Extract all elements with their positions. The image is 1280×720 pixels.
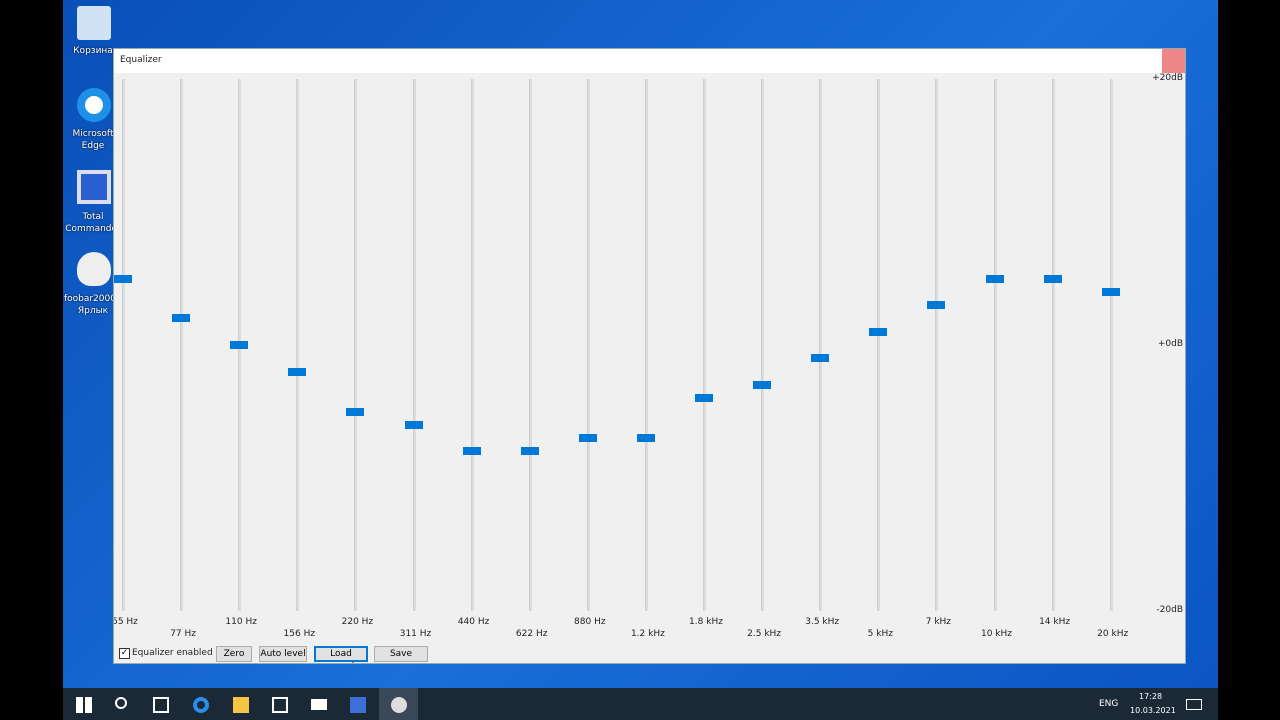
slider-track[interactable] (586, 79, 590, 611)
slider-track[interactable] (1051, 79, 1055, 611)
icon-label[interactable]: Microsoft Edge (72, 129, 114, 151)
slider-track[interactable] (761, 79, 765, 611)
slider-thumb[interactable] (927, 301, 946, 310)
scale-label: +0dB (1157, 339, 1183, 349)
button[interactable]: Zero all (216, 646, 252, 662)
slider-thumb[interactable] (1043, 274, 1062, 283)
slider-track[interactable] (180, 79, 184, 611)
title-bar: Equalizer (114, 49, 1185, 73)
band-label: 220 Hz (341, 617, 374, 627)
slider-thumb[interactable] (172, 314, 191, 323)
slider-thumb[interactable] (811, 354, 830, 363)
slider-track[interactable] (412, 79, 416, 611)
slider-thumb[interactable] (346, 407, 365, 416)
slider-track[interactable] (935, 79, 939, 611)
close-button[interactable] (1162, 49, 1185, 73)
window-title: Equalizer (120, 55, 162, 65)
band-label: 311 Hz (399, 629, 432, 639)
equalizer: +20dB +0dB -20dB 55 Hz 77 Hz 110 Hz 156 Hz 220 … (114, 49, 1185, 663)
band-label: 1.2 kHz (630, 629, 665, 639)
language[interactable]: ENG (1099, 699, 1119, 709)
slider-track[interactable] (819, 79, 823, 611)
foobar-icon[interactable] (77, 252, 111, 286)
band-label: 14 kHz (1039, 617, 1071, 627)
slider-track[interactable] (528, 79, 532, 611)
icon-label[interactable]: foobar2000 - Ярлык (63, 294, 123, 316)
button[interactable]: Auto level (259, 646, 307, 662)
start-button[interactable] (76, 697, 92, 713)
band-label: 20 kHz (1097, 629, 1129, 639)
band-label: 880 Hz (574, 617, 606, 627)
taskbar: ENG 17:28 10.03.2021 (63, 688, 1218, 720)
edge-taskbar[interactable] (193, 697, 209, 713)
button[interactable]: Load preset (314, 646, 368, 663)
foobar-taskbar[interactable] (379, 688, 418, 720)
slider-thumb[interactable] (288, 367, 307, 376)
slider-track[interactable] (703, 79, 706, 611)
task-view-button[interactable] (153, 697, 169, 713)
clock-date[interactable]: 10.03.2021 (1130, 706, 1176, 715)
band-label: 110 Hz (225, 617, 257, 627)
slider-track[interactable] (296, 79, 300, 611)
band-label: 7 kHz (925, 617, 952, 627)
band-label: 77 Hz (170, 629, 196, 639)
band-label: 440 Hz (457, 617, 490, 627)
slider-thumb[interactable] (520, 447, 539, 456)
explorer-taskbar[interactable] (233, 697, 249, 713)
band-label: 2.5 kHz (747, 629, 782, 639)
edge-icon[interactable] (77, 88, 111, 122)
slider-track[interactable] (122, 79, 125, 611)
band-label: 156 Hz (283, 629, 316, 639)
slider-thumb[interactable] (1101, 287, 1120, 296)
notifications[interactable] (1186, 699, 1202, 710)
store-taskbar[interactable] (272, 697, 288, 713)
slider-thumb[interactable] (230, 341, 249, 349)
slider-thumb[interactable] (114, 274, 132, 283)
slider-track[interactable] (354, 79, 358, 611)
slider-thumb[interactable] (695, 394, 713, 403)
mail-taskbar[interactable] (311, 699, 327, 710)
icon-label[interactable]: Корзина (73, 46, 113, 56)
slider-thumb[interactable] (753, 380, 772, 389)
recycle-bin-icon[interactable] (77, 6, 111, 40)
slider-track[interactable] (644, 79, 648, 611)
scale-label: -20dB (1156, 605, 1183, 615)
clock-time[interactable]: 17:28 (1139, 692, 1163, 701)
equalizer-window: Equalizer +20dB +0dB -20dB 55 Hz 77 Hz 110 Hz… (113, 48, 1186, 664)
slider-thumb[interactable] (869, 327, 888, 336)
slider-thumb[interactable] (404, 420, 423, 429)
slider-track[interactable] (877, 79, 881, 611)
slider-track[interactable] (1109, 79, 1113, 611)
total-commander-icon[interactable] (77, 170, 111, 204)
slider-thumb[interactable] (985, 274, 1004, 283)
search-button[interactable] (115, 697, 127, 709)
slider-track[interactable] (993, 79, 997, 611)
slider-thumb[interactable] (462, 447, 481, 456)
checkbox-label[interactable]: Equalizer enabled (132, 648, 213, 658)
scale-label: +20dB (1152, 73, 1183, 83)
band-label: 3.5 kHz (805, 617, 840, 627)
band-label: 622 Hz (515, 629, 548, 639)
total-commander-taskbar[interactable] (350, 697, 366, 713)
slider-thumb[interactable] (636, 434, 655, 443)
band-label: 5 kHz (867, 629, 893, 639)
slider-track[interactable] (470, 79, 474, 611)
band-label: 55 Hz (113, 617, 138, 627)
band-label: 10 kHz (980, 629, 1013, 639)
icon-label[interactable]: Total Commander (65, 212, 121, 234)
checkbox[interactable]: ✓ (119, 648, 130, 659)
button[interactable]: Save preset (374, 646, 428, 662)
slider-thumb[interactable] (578, 434, 597, 443)
band-label: 1.8 kHz (689, 617, 723, 627)
